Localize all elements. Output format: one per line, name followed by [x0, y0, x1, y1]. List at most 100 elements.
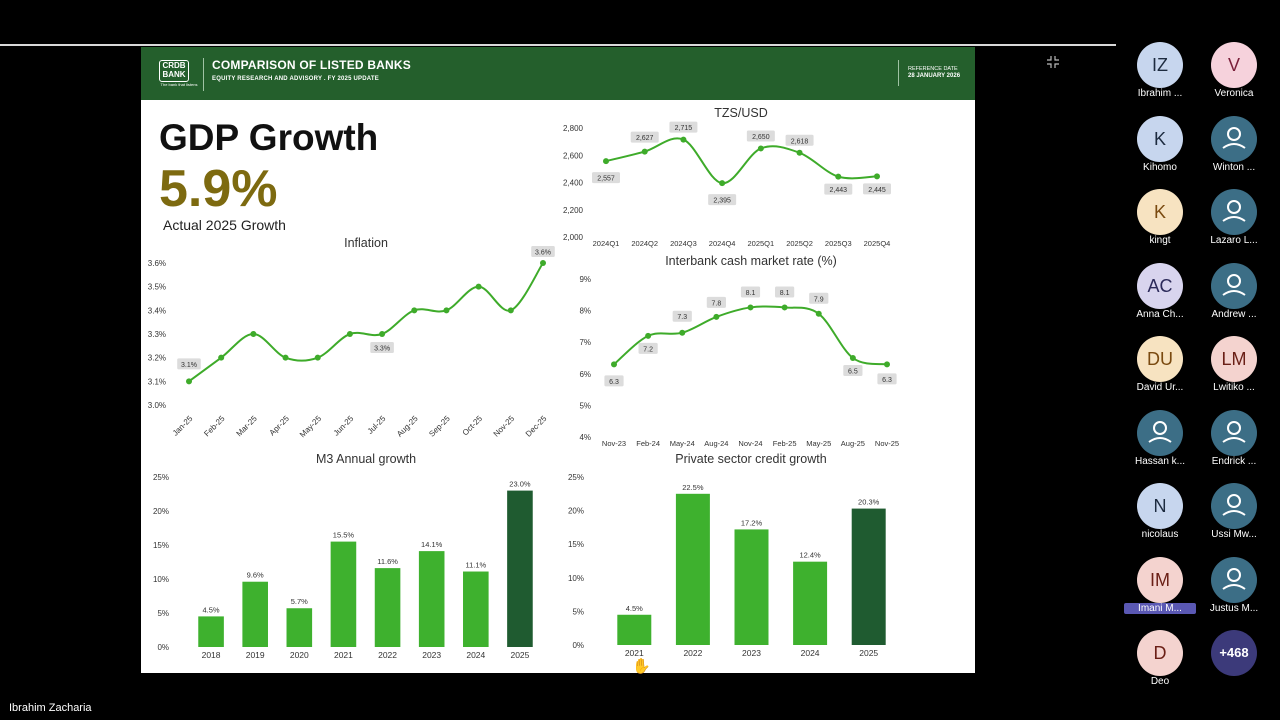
m3-bar — [507, 490, 533, 647]
m3-bar-value-label: 11.6% — [377, 557, 398, 566]
participant-tile[interactable]: Justus M... — [1198, 556, 1270, 623]
m3-ytick-label: 0% — [157, 643, 169, 652]
m3-ytick-label: 15% — [153, 541, 169, 550]
interbank-data-label: 7.8 — [712, 300, 722, 307]
participant-tile[interactable]: AC Anna Ch... — [1124, 262, 1196, 329]
participant-tile[interactable]: IM Imani M... — [1124, 556, 1196, 623]
inflation-data-label-bg — [531, 246, 555, 257]
credit-ytick-label: 0% — [572, 641, 584, 650]
credit-category-label: 2025 — [859, 648, 878, 658]
participant-tile[interactable]: Winton ... — [1198, 115, 1270, 182]
inflation-point — [218, 354, 225, 361]
interbank-point — [645, 332, 652, 339]
interbank-point — [849, 355, 856, 361]
bank-logo-tagline: The bank that listens — [160, 82, 198, 87]
credit-bar — [734, 529, 769, 645]
tzs-category-label: 2024Q2 — [631, 239, 658, 248]
inflation-point — [475, 283, 482, 290]
interbank-data-label-bg — [843, 365, 863, 376]
interbank-ytick-label: 5% — [579, 401, 591, 410]
m3-bar — [418, 551, 445, 647]
participant-tile[interactable]: V Veronica — [1198, 42, 1270, 108]
participant-tile[interactable]: K Kihomo — [1124, 115, 1196, 182]
inflation-ytick-label: 3.0% — [148, 401, 166, 410]
participant-tile[interactable]: +468 — [1198, 630, 1270, 696]
interbank-data-label-bg — [877, 373, 897, 385]
m3-category-label: 2022 — [378, 650, 397, 660]
tzs-point — [680, 136, 687, 143]
interbank-category-label: Nov-23 — [602, 439, 626, 448]
default-user-icon — [1211, 409, 1257, 456]
interbank-data-label-bg — [672, 310, 692, 322]
default-user-icon — [1211, 556, 1257, 603]
participant-tile[interactable]: Endrick ... — [1198, 409, 1270, 476]
participant-tile[interactable]: Lazaro L... — [1198, 189, 1270, 255]
m3-bar — [374, 568, 401, 647]
interbank-point — [611, 361, 617, 368]
m3-category-label: 2023 — [422, 650, 441, 660]
tzs-category-label: 2024Q4 — [709, 239, 736, 248]
inflation-point — [443, 307, 450, 314]
tzs-category-label: 2025Q2 — [786, 239, 813, 248]
default-user-icon — [1211, 262, 1257, 309]
participant-avatar: IM — [1137, 556, 1183, 603]
inflation-chart-title: Inflation — [344, 236, 388, 250]
top-divider — [0, 44, 1116, 46]
interbank-data-label: 8.1 — [746, 290, 756, 297]
m3-bar-value-label: 14.1% — [421, 540, 443, 549]
participant-tile[interactable]: Ussi Mw... — [1198, 483, 1270, 549]
inflation-category-label: Dec-25 — [524, 414, 549, 439]
tzs-data-label-bg — [630, 131, 659, 143]
tzs-chart-title: TZS/USD — [714, 106, 768, 120]
tzs-data-label: 2,395 — [713, 198, 731, 205]
m3-category-label: 2020 — [290, 650, 309, 660]
m3-bar — [286, 608, 313, 647]
credit-bar — [851, 508, 886, 645]
inflation-point — [250, 331, 257, 337]
slide-title: COMPARISON OF LISTED BANKS — [212, 58, 411, 72]
participant-name: Winton ... — [1212, 161, 1256, 173]
interbank-point — [747, 304, 754, 311]
credit-bar-value-label: 4.5% — [626, 604, 643, 613]
participant-tile[interactable]: IZ Ibrahim ... — [1124, 42, 1196, 108]
credit-ytick-label: 15% — [568, 540, 584, 549]
tzs-data-label-bg — [863, 183, 891, 195]
tzs-ytick-label: 2,400 — [563, 179, 584, 188]
participant-tile[interactable]: DU David Ur... — [1124, 336, 1196, 402]
m3-bar-value-label: 11.1% — [465, 561, 486, 570]
interbank-data-label-bg — [809, 292, 829, 304]
credit-bar — [617, 614, 652, 645]
participant-tile[interactable]: LM Lwitiko ... — [1198, 336, 1270, 402]
credit-bar-value-label: 17.2% — [741, 518, 763, 527]
tzs-point — [874, 173, 880, 180]
tzs-data-label: 2,650 — [752, 134, 770, 141]
inflation-category-label: Oct-25 — [461, 414, 485, 438]
inflation-series-line — [188, 262, 544, 383]
interbank-point — [884, 361, 890, 368]
participant-name: Deo — [1150, 676, 1170, 687]
tzs-data-label: 2,445 — [868, 187, 886, 194]
credit-bar-value-label: 22.5% — [682, 483, 704, 492]
tzs-point — [796, 149, 803, 156]
tzs-category-label: 2025Q1 — [748, 239, 775, 248]
tzs-category-label: 2024Q1 — [593, 239, 620, 248]
interbank-point — [815, 310, 822, 317]
credit-ytick-label: 20% — [568, 507, 584, 516]
interbank-series-line — [613, 305, 888, 366]
participant-tile[interactable]: Andrew ... — [1198, 262, 1270, 329]
participant-name: Andrew ... — [1211, 308, 1257, 320]
exit-fullscreen-icon[interactable] — [1046, 55, 1060, 69]
interbank-category-label: Nov-25 — [875, 439, 899, 448]
tzs-data-label: 2,443 — [830, 187, 848, 194]
inflation-ytick-label: 3.3% — [148, 330, 166, 339]
m3-bar-value-label: 9.6% — [247, 571, 264, 580]
participant-tile[interactable]: Hassan k... — [1124, 409, 1196, 476]
tzs-point — [835, 173, 842, 180]
participant-tile[interactable]: D Deo — [1124, 630, 1196, 696]
inflation-category-label: Feb-25 — [202, 414, 227, 439]
participant-name: Lwitiko ... — [1213, 382, 1255, 393]
interbank-data-label-bg — [775, 286, 795, 298]
tzs-data-label: 2,627 — [636, 135, 654, 142]
